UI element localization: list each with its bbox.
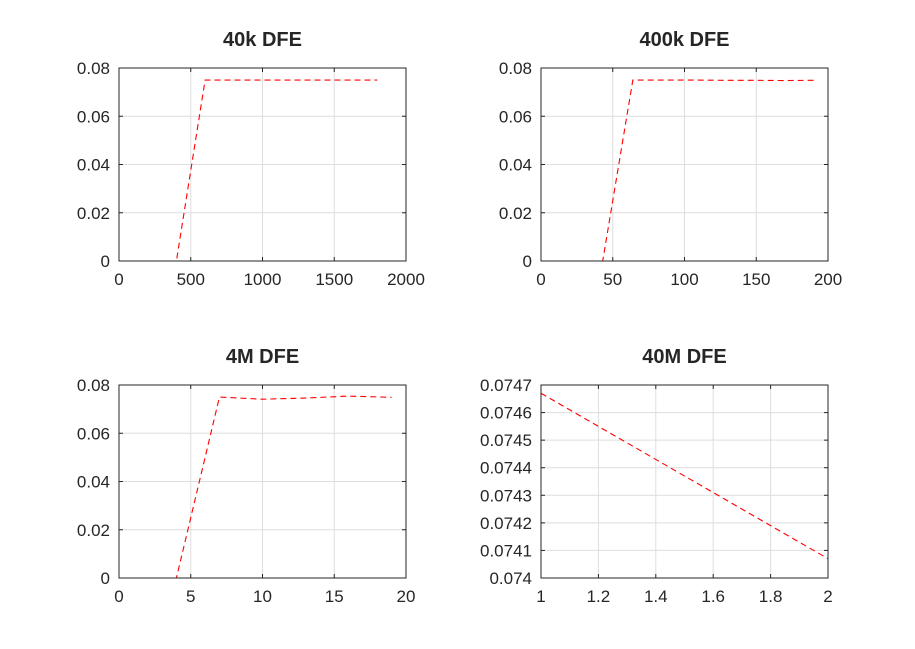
x-tick-label: 1.4 bbox=[644, 587, 668, 606]
x-tick-label: 1500 bbox=[315, 270, 353, 289]
x-tick-label: 200 bbox=[814, 270, 842, 289]
x-tick-label: 0 bbox=[114, 587, 123, 606]
x-tick-label: 0 bbox=[114, 270, 123, 289]
x-tick-label: 150 bbox=[742, 270, 770, 289]
y-tick-label: 0.0745 bbox=[480, 431, 532, 450]
y-tick-label: 0.0744 bbox=[480, 459, 532, 478]
x-tick-label: 1.2 bbox=[587, 587, 611, 606]
x-tick-label: 1 bbox=[536, 587, 545, 606]
subplot-title: 40M DFE bbox=[642, 346, 726, 368]
x-tick-label: 100 bbox=[670, 270, 698, 289]
x-tick-label: 10 bbox=[253, 587, 272, 606]
y-tick-label: 0 bbox=[101, 252, 110, 271]
y-tick-label: 0.08 bbox=[77, 59, 110, 78]
y-tick-label: 0.04 bbox=[499, 156, 532, 175]
subplot-title: 40k DFE bbox=[223, 29, 302, 51]
subplot-3: 0 5 10 15 20 0 0.02 0.04 0.06 0.08 4M DFE bbox=[77, 346, 416, 606]
x-tick-label: 2000 bbox=[387, 270, 425, 289]
y-tick-label: 0.04 bbox=[77, 156, 110, 175]
y-tick-label: 0.02 bbox=[499, 204, 532, 223]
y-tick-label: 0.0742 bbox=[480, 514, 532, 533]
y-tick-label: 0 bbox=[101, 569, 110, 588]
y-tick-label: 0 bbox=[523, 252, 532, 271]
y-tick-label: 0.0743 bbox=[480, 486, 532, 505]
y-tick-label: 0.02 bbox=[77, 204, 110, 223]
x-tick-label: 5 bbox=[186, 587, 195, 606]
y-tick-label: 0.06 bbox=[77, 424, 110, 443]
y-tick-label: 0.08 bbox=[499, 59, 532, 78]
subplot-2: 0 50 100 150 200 0 0.02 0.04 0.06 0.08 400k DFE bbox=[499, 29, 842, 289]
x-tick-label: 50 bbox=[603, 270, 622, 289]
x-tick-label: 1.6 bbox=[701, 587, 725, 606]
y-tick-label: 0.06 bbox=[499, 107, 532, 126]
x-tick-label: 1.8 bbox=[759, 587, 783, 606]
series-line bbox=[541, 79, 814, 262]
subplot-title: 400k DFE bbox=[639, 29, 729, 51]
x-tick-label: 15 bbox=[325, 587, 344, 606]
y-tick-label: 0.0741 bbox=[480, 541, 532, 560]
x-tick-label: 2 bbox=[823, 587, 832, 606]
y-tick-label: 0.0747 bbox=[480, 376, 532, 395]
axes-frame bbox=[540, 384, 829, 579]
y-tick-label: 0.02 bbox=[77, 521, 110, 540]
x-tick-label: 500 bbox=[177, 270, 205, 289]
plot-area bbox=[541, 385, 828, 578]
y-tick-label: 0.04 bbox=[77, 473, 110, 492]
x-tick-label: 1000 bbox=[244, 270, 282, 289]
subplot-1: 0 500 1000 1500 2000 0 0.02 0.04 0.06 0.08 40k DFE bbox=[77, 29, 425, 289]
y-tick-label: 0.074 bbox=[489, 569, 532, 588]
y-tick-label: 0.08 bbox=[77, 376, 110, 395]
y-tick-label: 0.0746 bbox=[480, 404, 532, 423]
x-tick-label: 20 bbox=[397, 587, 416, 606]
y-tick-label: 0.06 bbox=[77, 107, 110, 126]
series-line bbox=[540, 392, 829, 560]
x-tick-label: 0 bbox=[536, 270, 545, 289]
subplot-title: 4M DFE bbox=[226, 346, 299, 368]
subplot-4: 1 1.2 1.4 1.6 1.8 2 0.074 0.0741 0.0742 0.0743 0.0… bbox=[480, 346, 833, 606]
